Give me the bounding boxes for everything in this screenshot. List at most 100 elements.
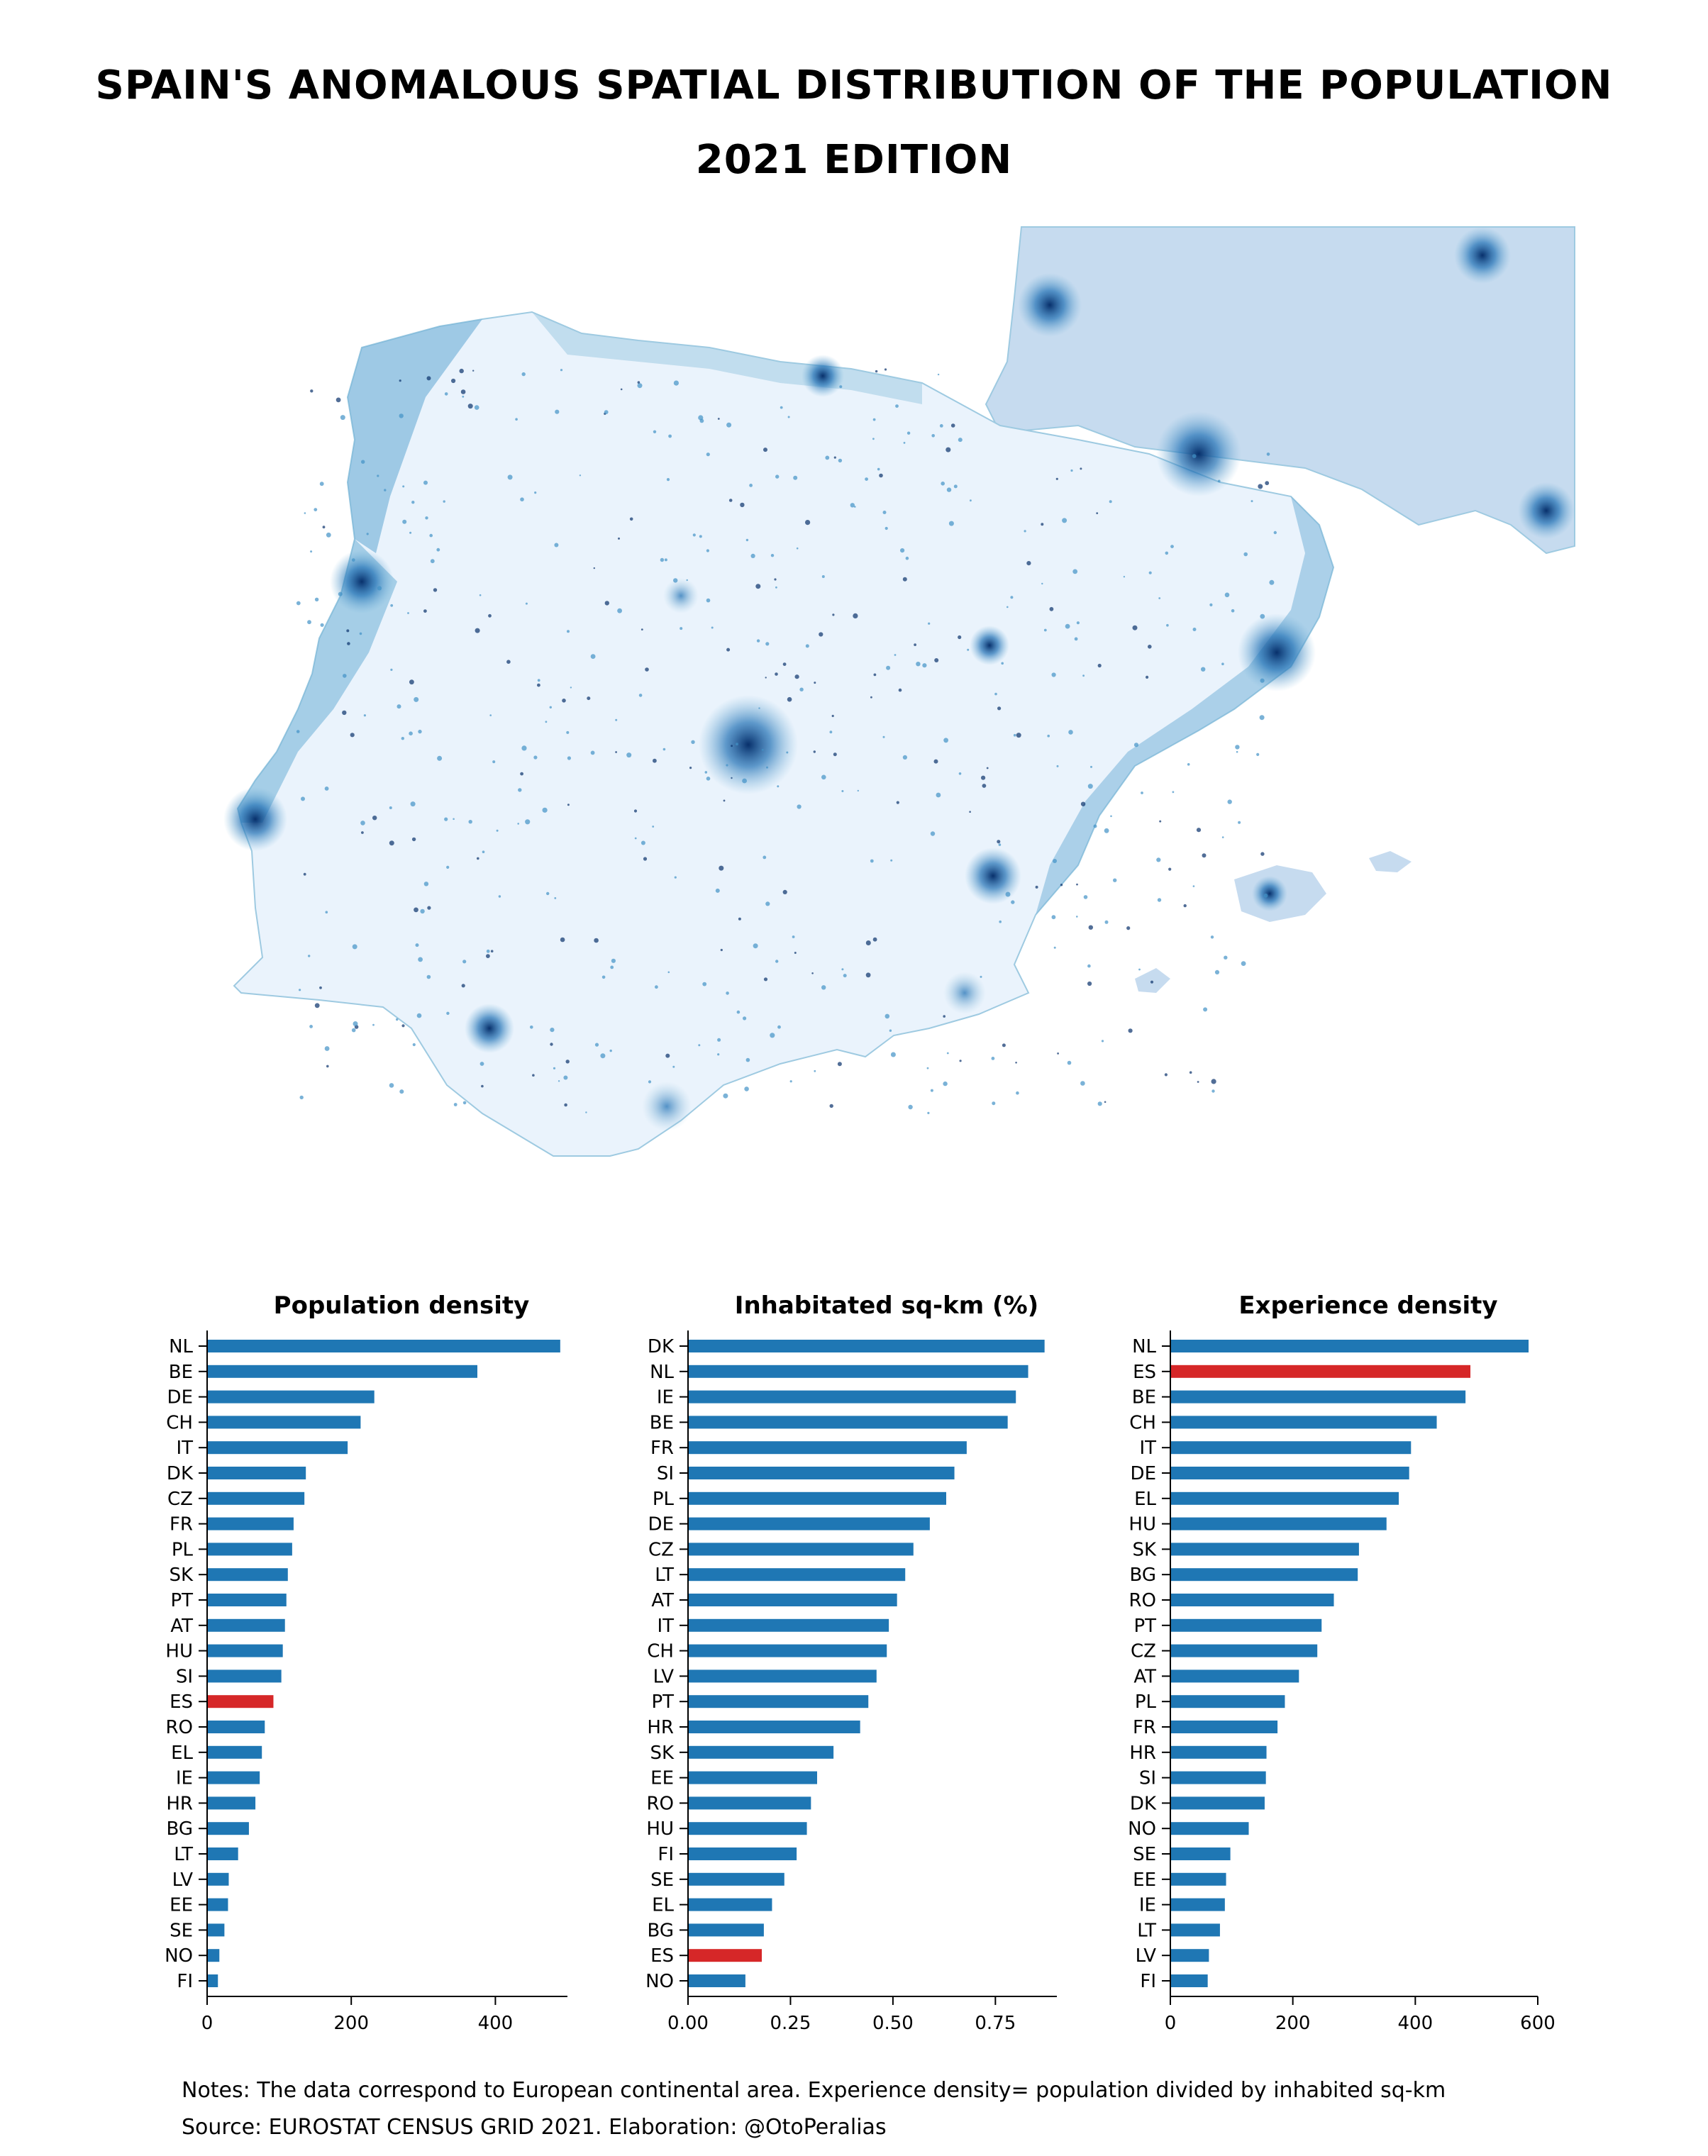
bar-HU xyxy=(1170,1517,1387,1530)
settlement-dot xyxy=(782,662,787,666)
settlement-dot xyxy=(750,553,755,558)
settlement-dot xyxy=(1202,853,1207,858)
settlement-dot xyxy=(743,1016,747,1021)
settlement-dot xyxy=(745,1057,750,1062)
settlement-dot xyxy=(664,558,667,562)
settlement-dot xyxy=(488,613,492,618)
y-tick-label: EE xyxy=(1133,1869,1156,1891)
bar-LV xyxy=(688,1669,877,1683)
settlement-dot xyxy=(389,806,392,809)
y-tick-label: CZ xyxy=(1131,1641,1156,1662)
settlement-dot xyxy=(296,601,301,606)
settlement-dot xyxy=(1210,935,1214,939)
settlement-dot xyxy=(481,1084,484,1088)
settlement-dot xyxy=(953,484,958,489)
x-tick-label: 0 xyxy=(201,2013,214,2034)
settlement-dot xyxy=(326,1065,329,1068)
settlement-dot xyxy=(865,972,871,978)
y-tick-label: RO xyxy=(1128,1590,1156,1611)
settlement-dot xyxy=(1101,1040,1104,1043)
settlement-dot xyxy=(726,764,728,767)
settlement-dot xyxy=(1164,1073,1168,1077)
bar-FI xyxy=(688,1847,797,1860)
settlement-dot xyxy=(565,1060,570,1064)
settlement-dot xyxy=(1104,1101,1107,1104)
settlement-dot xyxy=(446,1011,450,1016)
y-tick-label: FI xyxy=(1140,1971,1156,1992)
settlement-dot xyxy=(902,755,907,760)
x-tick-label: 200 xyxy=(1275,2013,1311,2034)
settlement-dot xyxy=(567,630,570,633)
y-tick-label: NO xyxy=(1128,1818,1156,1840)
bar-DE xyxy=(1170,1467,1409,1479)
bar-DE xyxy=(207,1390,375,1404)
settlement-dot xyxy=(841,968,844,971)
settlement-dot xyxy=(775,960,779,963)
settlement-dot xyxy=(1080,801,1086,806)
settlement-dot xyxy=(1250,500,1253,503)
settlement-dot xyxy=(770,1033,775,1038)
settlement-dot xyxy=(1128,1028,1133,1033)
settlement-dot xyxy=(936,792,941,798)
settlement-dot xyxy=(906,431,911,435)
settlement-dot xyxy=(674,876,677,879)
settlement-dot xyxy=(934,658,939,662)
y-tick-label: IE xyxy=(1139,1895,1156,1916)
settlement-dot xyxy=(1196,828,1202,833)
settlement-dot xyxy=(416,1013,422,1018)
settlement-dot xyxy=(1148,571,1152,574)
y-tick-label: IT xyxy=(657,1616,674,1637)
bar-HR xyxy=(688,1721,860,1733)
settlement-dot xyxy=(402,485,405,488)
y-tick-label: PT xyxy=(651,1691,674,1713)
bar-AT xyxy=(207,1618,285,1632)
settlement-dot xyxy=(1214,969,1220,974)
settlement-dot xyxy=(537,679,540,682)
settlement-dot xyxy=(637,383,643,389)
bar-CH xyxy=(207,1416,361,1429)
settlement-dot xyxy=(814,1069,816,1072)
settlement-dot xyxy=(814,682,816,684)
settlement-dot xyxy=(832,613,835,616)
settlement-dot xyxy=(805,520,811,526)
settlement-dot xyxy=(813,750,816,753)
settlement-dot xyxy=(819,632,824,637)
settlement-dot xyxy=(782,889,787,894)
y-tick-label: SE xyxy=(1133,1844,1156,1865)
settlement-dot xyxy=(1104,828,1109,833)
y-tick-label: SI xyxy=(1139,1768,1156,1789)
chart-panel-1: Population density NL BE DE CH IT DK CZ FR PL SK PT… xyxy=(165,1291,567,2034)
y-tick-label: FI xyxy=(658,1844,674,1865)
settlement-dot xyxy=(587,696,591,701)
settlement-dot xyxy=(426,974,431,979)
y-tick-label: SK xyxy=(1132,1539,1157,1560)
settlement-dot xyxy=(472,369,475,372)
y-tick-label: CZ xyxy=(648,1539,674,1560)
settlement-dot xyxy=(411,501,415,504)
settlement-dot xyxy=(429,533,433,538)
settlement-dot xyxy=(563,1075,568,1080)
bar-ES xyxy=(1170,1365,1471,1378)
settlement-dot xyxy=(532,1074,535,1077)
y-tick-label: IT xyxy=(176,1438,193,1459)
settlement-dot xyxy=(640,628,643,630)
settlement-dot xyxy=(992,1101,996,1106)
settlement-dot xyxy=(1157,898,1162,902)
y-tick-label: RO xyxy=(165,1717,193,1738)
settlement-dot xyxy=(1041,523,1044,526)
settlement-dot xyxy=(372,816,377,821)
settlement-dot xyxy=(1224,592,1230,598)
panel-title: Population density xyxy=(274,1291,530,1320)
bar-IE xyxy=(207,1771,260,1784)
y-tick-label: DE xyxy=(1131,1463,1156,1484)
settlement-dot xyxy=(444,392,448,396)
settlement-dot xyxy=(1183,904,1187,908)
settlement-dot xyxy=(981,775,986,780)
settlement-dot xyxy=(870,859,874,863)
settlement-dot xyxy=(787,416,790,418)
settlement-dot xyxy=(653,430,657,433)
settlement-dot xyxy=(715,888,720,893)
settlement-dot xyxy=(564,1103,567,1107)
settlement-dot xyxy=(347,642,350,645)
settlement-dot xyxy=(545,721,548,723)
